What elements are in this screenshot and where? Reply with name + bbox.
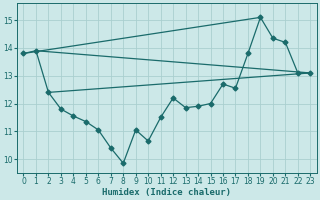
X-axis label: Humidex (Indice chaleur): Humidex (Indice chaleur) (102, 188, 231, 197)
